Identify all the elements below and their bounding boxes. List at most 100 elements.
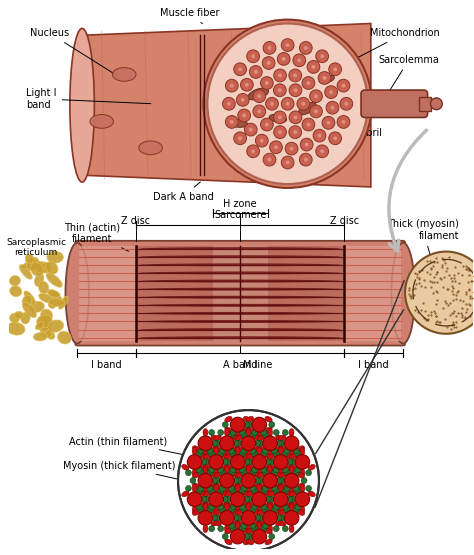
Circle shape bbox=[280, 478, 285, 483]
Ellipse shape bbox=[276, 435, 283, 441]
Ellipse shape bbox=[257, 431, 262, 440]
Circle shape bbox=[196, 488, 202, 495]
Ellipse shape bbox=[192, 446, 200, 452]
Ellipse shape bbox=[33, 332, 47, 341]
Ellipse shape bbox=[90, 114, 113, 128]
Circle shape bbox=[265, 98, 278, 110]
Circle shape bbox=[241, 448, 247, 454]
Ellipse shape bbox=[244, 539, 251, 545]
Circle shape bbox=[233, 515, 239, 521]
Ellipse shape bbox=[268, 524, 273, 533]
Circle shape bbox=[207, 507, 213, 513]
Ellipse shape bbox=[233, 521, 240, 526]
Circle shape bbox=[323, 76, 327, 80]
Ellipse shape bbox=[236, 521, 243, 526]
Circle shape bbox=[302, 77, 315, 89]
Circle shape bbox=[203, 19, 372, 188]
Text: Muscle fiber: Muscle fiber bbox=[160, 8, 219, 24]
Ellipse shape bbox=[246, 428, 251, 436]
Circle shape bbox=[304, 46, 308, 50]
Circle shape bbox=[301, 138, 313, 151]
Circle shape bbox=[209, 430, 215, 436]
Circle shape bbox=[219, 507, 225, 513]
Circle shape bbox=[261, 526, 267, 532]
Circle shape bbox=[218, 430, 224, 436]
Ellipse shape bbox=[257, 469, 262, 477]
Ellipse shape bbox=[268, 502, 275, 507]
Circle shape bbox=[250, 432, 256, 438]
Circle shape bbox=[245, 123, 257, 136]
Circle shape bbox=[252, 492, 266, 507]
Ellipse shape bbox=[299, 103, 316, 115]
Circle shape bbox=[219, 473, 234, 488]
Circle shape bbox=[285, 142, 298, 155]
Ellipse shape bbox=[225, 502, 232, 507]
Text: M line: M line bbox=[243, 360, 273, 370]
Ellipse shape bbox=[39, 294, 54, 303]
Circle shape bbox=[250, 507, 256, 513]
Circle shape bbox=[218, 526, 224, 532]
Ellipse shape bbox=[276, 509, 283, 516]
Circle shape bbox=[333, 67, 337, 71]
Circle shape bbox=[241, 98, 245, 102]
Circle shape bbox=[254, 70, 258, 74]
Ellipse shape bbox=[214, 521, 221, 526]
Circle shape bbox=[345, 102, 348, 106]
Ellipse shape bbox=[22, 302, 36, 317]
Circle shape bbox=[178, 410, 319, 551]
Ellipse shape bbox=[244, 427, 251, 433]
Circle shape bbox=[284, 470, 290, 476]
Ellipse shape bbox=[268, 503, 273, 511]
Ellipse shape bbox=[246, 427, 254, 433]
Circle shape bbox=[326, 102, 339, 114]
Ellipse shape bbox=[46, 273, 62, 287]
Ellipse shape bbox=[214, 469, 219, 477]
Circle shape bbox=[201, 459, 207, 465]
Circle shape bbox=[198, 486, 204, 491]
Text: H zone: H zone bbox=[223, 199, 257, 209]
Circle shape bbox=[239, 430, 245, 436]
Ellipse shape bbox=[10, 286, 22, 297]
Ellipse shape bbox=[112, 68, 136, 81]
Circle shape bbox=[293, 470, 299, 476]
Circle shape bbox=[265, 81, 269, 85]
Circle shape bbox=[273, 488, 279, 495]
Ellipse shape bbox=[140, 328, 340, 331]
Ellipse shape bbox=[300, 469, 305, 477]
Circle shape bbox=[251, 54, 255, 58]
Circle shape bbox=[267, 158, 272, 162]
Ellipse shape bbox=[244, 491, 251, 497]
Circle shape bbox=[291, 459, 296, 465]
Ellipse shape bbox=[246, 528, 254, 534]
Circle shape bbox=[218, 488, 224, 495]
Ellipse shape bbox=[35, 273, 44, 286]
Circle shape bbox=[306, 123, 310, 127]
Ellipse shape bbox=[225, 450, 229, 458]
Ellipse shape bbox=[319, 75, 334, 83]
Ellipse shape bbox=[297, 472, 304, 478]
Circle shape bbox=[239, 451, 245, 457]
Circle shape bbox=[273, 455, 288, 470]
Circle shape bbox=[233, 478, 239, 483]
Ellipse shape bbox=[286, 465, 294, 470]
Ellipse shape bbox=[257, 435, 264, 441]
Text: A band: A band bbox=[223, 360, 257, 370]
Text: Sarcoplasmic
reticulum: Sarcoplasmic reticulum bbox=[6, 238, 66, 258]
Circle shape bbox=[209, 455, 224, 470]
Circle shape bbox=[219, 470, 225, 476]
Ellipse shape bbox=[254, 509, 262, 516]
Ellipse shape bbox=[278, 447, 283, 455]
Circle shape bbox=[252, 455, 266, 470]
Circle shape bbox=[273, 126, 286, 139]
Circle shape bbox=[228, 523, 235, 529]
Ellipse shape bbox=[286, 453, 294, 460]
Circle shape bbox=[281, 98, 294, 110]
Ellipse shape bbox=[244, 502, 251, 507]
Ellipse shape bbox=[257, 447, 262, 455]
Ellipse shape bbox=[289, 503, 294, 511]
Circle shape bbox=[260, 139, 264, 143]
Circle shape bbox=[198, 436, 213, 451]
Circle shape bbox=[196, 451, 202, 457]
Circle shape bbox=[280, 440, 285, 446]
Circle shape bbox=[283, 451, 288, 457]
